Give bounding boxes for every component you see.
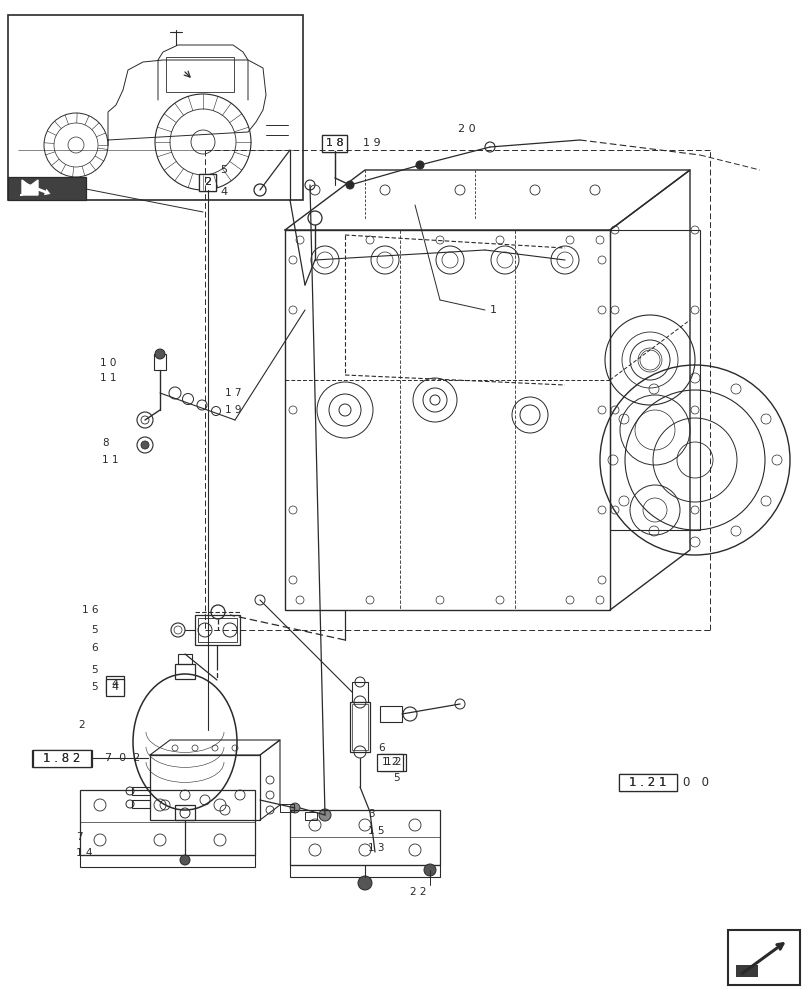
Text: 1 8: 1 8 xyxy=(326,138,343,148)
Polygon shape xyxy=(20,180,38,195)
Bar xyxy=(305,812,316,820)
Bar xyxy=(290,865,440,877)
Text: 1 1: 1 1 xyxy=(102,455,118,465)
Bar xyxy=(198,618,237,642)
Circle shape xyxy=(141,441,148,449)
Bar xyxy=(32,750,92,766)
Text: 5: 5 xyxy=(220,165,227,175)
Bar xyxy=(200,174,217,191)
Text: 7: 7 xyxy=(76,832,83,842)
Text: 7  0  2: 7 0 2 xyxy=(105,753,140,763)
Text: 1 . 2 1: 1 . 2 1 xyxy=(629,776,666,788)
Circle shape xyxy=(290,803,299,813)
Text: 5: 5 xyxy=(91,665,97,675)
Bar xyxy=(380,754,406,770)
Circle shape xyxy=(358,876,371,890)
Bar xyxy=(33,750,91,766)
Bar xyxy=(175,805,195,820)
Bar xyxy=(175,664,195,679)
Bar xyxy=(735,965,757,977)
Text: 1 4: 1 4 xyxy=(76,848,92,858)
Text: 5: 5 xyxy=(393,773,399,783)
Circle shape xyxy=(345,181,354,189)
Bar xyxy=(132,800,150,808)
Text: 1 7: 1 7 xyxy=(225,388,241,398)
Bar xyxy=(178,654,191,664)
Text: 1 2: 1 2 xyxy=(384,757,401,767)
Text: 1 3: 1 3 xyxy=(367,843,384,853)
Bar xyxy=(132,787,150,795)
Text: 6: 6 xyxy=(378,743,384,753)
Bar xyxy=(195,615,240,645)
Bar xyxy=(322,135,347,152)
Text: 2 2: 2 2 xyxy=(410,887,426,897)
Text: 4: 4 xyxy=(111,679,118,689)
Bar xyxy=(200,174,217,191)
Circle shape xyxy=(415,161,423,169)
Circle shape xyxy=(319,809,331,821)
Text: 1 2: 1 2 xyxy=(381,757,397,767)
Bar xyxy=(727,930,799,985)
Bar xyxy=(351,682,367,702)
Bar xyxy=(376,754,402,770)
Text: 6: 6 xyxy=(91,643,97,653)
Circle shape xyxy=(180,855,190,865)
Text: 1 0: 1 0 xyxy=(100,358,116,368)
Text: 1 9: 1 9 xyxy=(363,138,380,148)
Bar xyxy=(280,804,294,812)
Text: 1 1: 1 1 xyxy=(100,373,116,383)
FancyArrowPatch shape xyxy=(22,182,50,195)
Bar xyxy=(351,704,367,750)
Text: 8: 8 xyxy=(102,438,109,448)
Bar xyxy=(380,706,401,722)
Text: 3: 3 xyxy=(367,809,374,819)
Circle shape xyxy=(423,864,436,876)
Bar xyxy=(8,15,303,200)
Bar xyxy=(350,702,370,752)
Bar xyxy=(609,230,699,530)
Text: 1 . 8 2: 1 . 8 2 xyxy=(43,752,80,764)
Bar xyxy=(154,354,165,370)
Bar xyxy=(285,230,609,610)
Bar xyxy=(290,810,440,865)
Text: 5: 5 xyxy=(91,625,97,635)
Text: 4: 4 xyxy=(220,187,227,197)
Bar xyxy=(80,855,255,867)
Text: 1 5: 1 5 xyxy=(367,826,384,836)
Text: 1 . 8 2: 1 . 8 2 xyxy=(43,752,80,764)
Text: 1 8: 1 8 xyxy=(326,138,343,148)
Bar xyxy=(80,790,255,855)
Bar xyxy=(106,678,124,696)
Bar xyxy=(165,57,234,92)
Text: 2: 2 xyxy=(78,720,84,730)
Text: 1 6: 1 6 xyxy=(82,605,98,615)
Bar xyxy=(322,135,347,152)
Bar xyxy=(618,774,676,790)
Text: 4: 4 xyxy=(111,682,118,692)
Bar xyxy=(150,755,260,820)
Bar xyxy=(618,774,676,790)
Bar xyxy=(106,676,124,692)
Text: 2 0: 2 0 xyxy=(457,124,475,134)
Text: 1 9: 1 9 xyxy=(225,405,241,415)
Text: 2: 2 xyxy=(204,177,212,187)
Text: 5: 5 xyxy=(91,682,97,692)
Text: 1: 1 xyxy=(489,305,496,315)
Text: 0   0: 0 0 xyxy=(682,776,708,788)
Text: 2: 2 xyxy=(204,177,212,187)
Circle shape xyxy=(155,349,165,359)
Text: 1 . 2 1: 1 . 2 1 xyxy=(629,776,666,788)
Bar xyxy=(8,177,86,200)
